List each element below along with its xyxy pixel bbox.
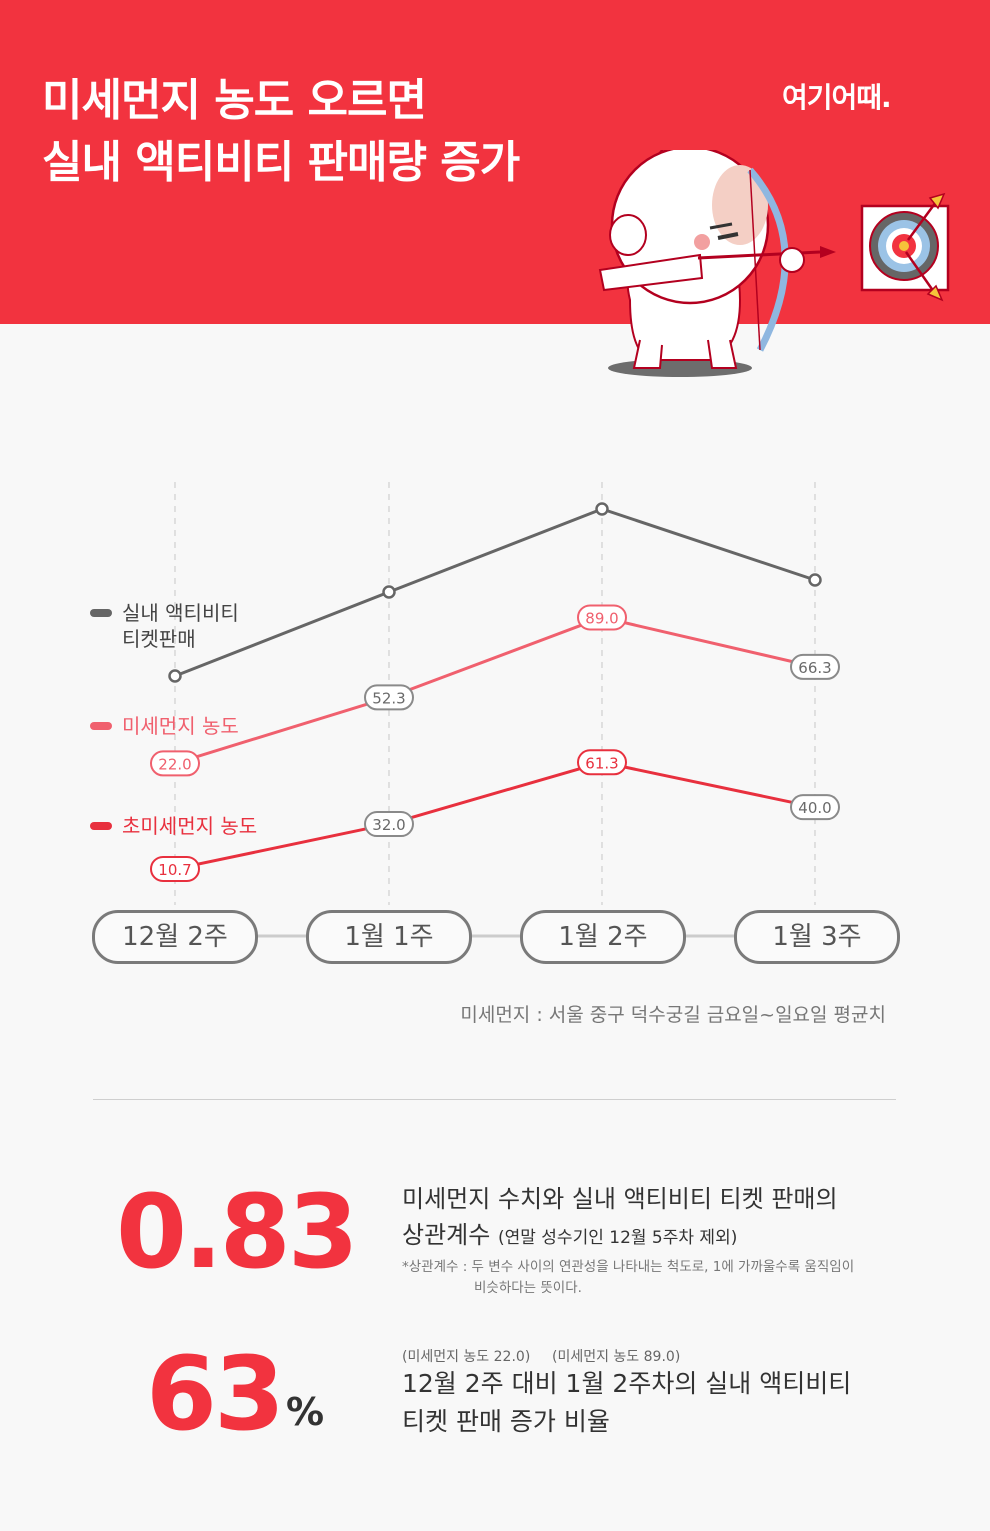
ultrafine-dust-line xyxy=(174,760,816,871)
ultrafine-dust-data-label: 40.0 xyxy=(798,799,831,817)
ultrafine-dust-label-pill xyxy=(364,811,414,838)
correlation-line-1: 미세먼지 수치와 실내 액티비티 티켓 판매의 xyxy=(402,1185,838,1213)
percent-unit: % xyxy=(286,1390,325,1434)
correlation-line-2: 상관계수 (연말 성수기인 12월 5주차 제외) xyxy=(402,1217,838,1256)
correlation-term: 상관계수 xyxy=(402,1221,491,1249)
line-chart: 22.0 52.3 89.0 66.3 10.7 32.0 61.3 40.0 xyxy=(150,482,840,938)
fine-dust-label-pill xyxy=(577,604,627,631)
header-banner xyxy=(0,0,990,324)
correlation-description: 미세먼지 수치와 실내 액티비티 티켓 판매의 상관계수 (연말 성수기인 12… xyxy=(402,1181,838,1256)
ticket-sales-point xyxy=(595,502,609,516)
legend-swatch xyxy=(90,722,112,730)
legend-label: 미세먼지 농도 xyxy=(122,714,239,738)
ultrafine-dust-data-label: 10.7 xyxy=(158,861,191,879)
increase-line-1: 12월 2주 대비 1월 2주차의 실내 액티비티 xyxy=(402,1369,852,1398)
fine-dust-label-pill xyxy=(364,684,414,711)
legend-swatch xyxy=(90,822,112,830)
footnote-line-2: 비슷하다는 뜻이다. xyxy=(474,1280,582,1296)
legend-label: 초미세먼지 농도 xyxy=(122,814,258,838)
title-line-2: 실내 액티비티 판매량 증가 xyxy=(42,137,520,188)
section-divider xyxy=(93,1099,896,1100)
footnote-line-1: *상관계수 : 두 변수 사이의 연관성을 나타내는 척도로, 1에 가까울수록… xyxy=(402,1259,855,1275)
fine-dust-data-label: 52.3 xyxy=(372,689,405,707)
source-note: 미세먼지 : 서울 중구 덕수궁길 금요일~일요일 평균치 xyxy=(460,1004,886,1026)
ultrafine-dust-label-pill xyxy=(790,794,840,821)
ultrafine-dust-label-pill xyxy=(150,855,200,882)
mascot-archer-illustration xyxy=(598,150,836,377)
fine-dust-data-label: 66.3 xyxy=(798,659,831,677)
fine-dust-line xyxy=(174,615,816,765)
correlation-exclusion-note: (연말 성수기인 12월 5주차 제외) xyxy=(497,1228,738,1248)
fine-dust-data-label: 22.0 xyxy=(158,755,191,773)
increase-value: 63 xyxy=(146,1335,285,1454)
increase-note-start: (미세먼지 농도 22.0) xyxy=(402,1349,531,1365)
title-line-1: 미세먼지 농도 오르면 xyxy=(42,75,427,126)
fine-dust-label-pill xyxy=(150,750,200,777)
legend-label-line2: 티켓판매 xyxy=(122,627,196,651)
ticket-sales-point xyxy=(168,669,182,683)
increase-note-end: (미세먼지 농도 89.0) xyxy=(552,1349,681,1365)
ultrafine-dust-label-pill xyxy=(577,749,627,776)
correlation-value: 0.83 xyxy=(116,1173,359,1292)
fine-dust-label-pill xyxy=(790,653,840,680)
brand-logo: 여기어때. xyxy=(782,81,892,114)
correlation-footnote: *상관계수 : 두 변수 사이의 연관성을 나타내는 척도로, 1에 가까울수록… xyxy=(402,1257,854,1299)
ticket-sales-point xyxy=(382,585,396,599)
legend-label: 실내 액티비티 xyxy=(122,601,239,625)
category-label: 1월 3주 xyxy=(734,910,900,964)
fine-dust-data-label: 89.0 xyxy=(585,609,618,627)
increase-description: 12월 2주 대비 1월 2주차의 실내 액티비티 티켓 판매 증가 비율 xyxy=(402,1365,851,1441)
category-label: 1월 1주 xyxy=(306,910,472,964)
archery-target-illustration xyxy=(860,192,950,302)
legend-swatch xyxy=(90,609,112,617)
increase-line-2: 티켓 판매 증가 비율 xyxy=(402,1407,610,1436)
ticket-sales-point xyxy=(808,573,822,587)
category-label: 1월 2주 xyxy=(520,910,686,964)
page-title: 미세먼지 농도 오르면 실내 액티비티 판매량 증가 xyxy=(42,70,520,194)
ticket-sales-line xyxy=(174,507,816,678)
category-label: 12월 2주 xyxy=(92,910,258,964)
ultrafine-dust-data-label: 61.3 xyxy=(585,754,618,772)
ultrafine-dust-data-label: 32.0 xyxy=(372,816,405,834)
